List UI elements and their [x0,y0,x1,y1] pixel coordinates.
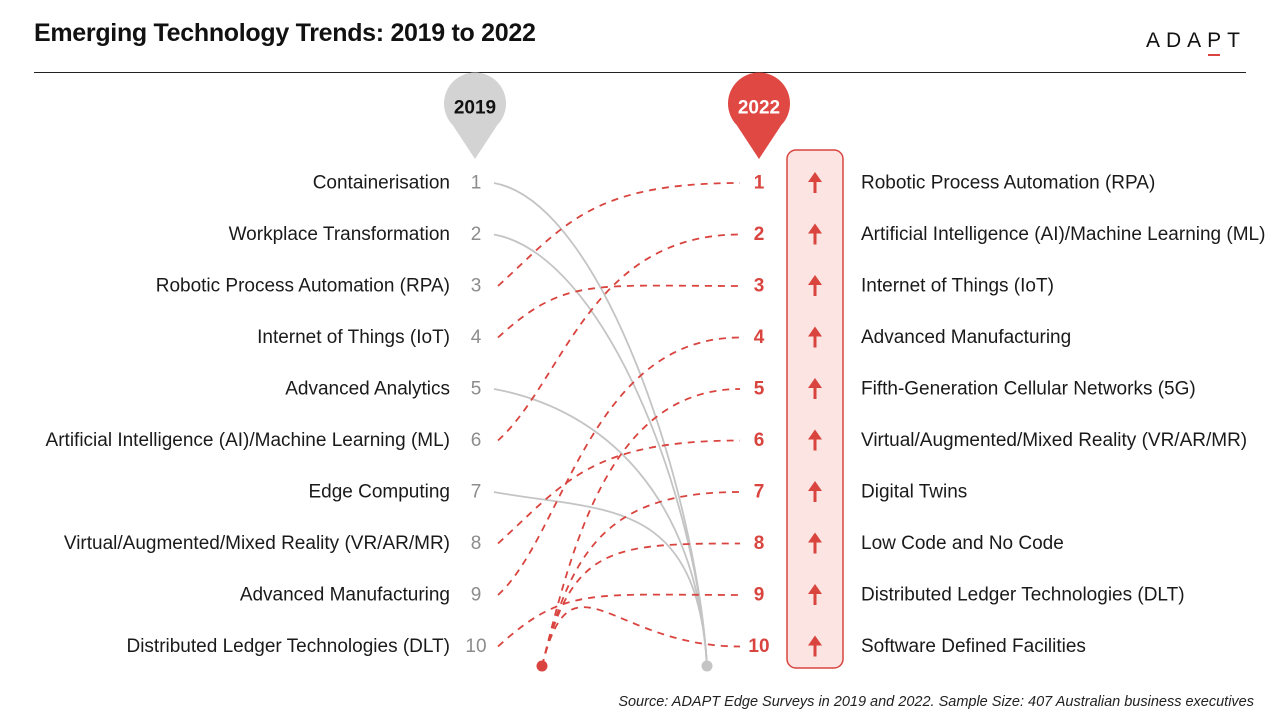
new-entry-origin-dot [536,660,548,672]
rank-2022-4: 4 [754,327,765,348]
rising-link-9-to-4 [497,336,741,596]
label-2019-rank-10: Distributed Ledger Technologies (DLT) [126,636,450,657]
rank-2022-8: 8 [754,533,765,554]
label-2019-rank-4: Internet of Things (IoT) [257,327,450,348]
logo-part-3: T [1227,29,1246,52]
label-2022-rank-2: Artificial Intelligence (AI)/Machine Lea… [861,224,1265,245]
dropped-origin-dot [701,660,713,672]
rank-2019-7: 7 [471,482,482,503]
label-2019-rank-1: Containerisation [313,173,450,194]
up-arrow-icon-rank-3 [808,275,822,296]
rank-2022-7: 7 [754,482,765,503]
label-2019-rank-5: Advanced Analytics [285,379,450,400]
rank-2019-4: 4 [471,327,482,348]
label-2019-rank-7: Edge Computing [308,482,450,503]
logo-part-accent: P [1207,29,1228,56]
label-2019-rank-3: Robotic Process Automation (RPA) [156,276,450,297]
dropped-curve-2019-rank-5 [493,388,708,667]
label-2019-rank-8: Virtual/Augmented/Mixed Reality (VR/AR/M… [64,533,450,554]
rising-link-8-to-6 [497,439,741,545]
label-2019-rank-9: Advanced Manufacturing [240,585,450,606]
label-2022-rank-8: Low Code and No Code [861,533,1064,554]
rank-2019-3: 3 [471,276,482,297]
label-2019-rank-6: Artificial Intelligence (AI)/Machine Lea… [46,430,450,451]
chart-title: Emerging Technology Trends: 2019 to 2022 [34,19,536,47]
rank-2022-1: 1 [754,173,765,194]
rank-2019-1: 1 [471,173,482,194]
rising-link-10-to-9 [497,593,741,648]
up-arrow-icon-rank-2 [808,223,822,245]
rising-link-4-to-3 [497,284,741,339]
rank-2022-6: 6 [754,430,765,451]
header-divider [34,72,1246,73]
new-entry-link-rank-8 [541,542,741,667]
label-2022-rank-4: Advanced Manufacturing [861,327,1071,348]
dropped-curve-2019-rank-7 [493,491,708,667]
logo-part-1: ADA [1145,29,1208,52]
label-2022-rank-9: Distributed Ledger Technologies (DLT) [861,585,1185,606]
rank-2019-9: 9 [471,585,482,606]
up-arrow-icon-rank-4 [808,326,822,348]
up-arrow-icon-rank-10 [808,635,822,657]
new-entry-link-rank-10 [541,606,741,667]
new-entry-link-rank-7 [541,491,741,667]
pin-2022-label: 2022 [738,98,780,119]
up-arrow-icon-rank-8 [808,532,822,554]
new-entry-link-rank-5 [541,388,741,667]
pin-2019-label: 2019 [454,98,496,119]
label-2022-rank-5: Fifth-Generation Cellular Networks (5G) [861,379,1196,400]
up-arrow-icon-rank-6 [808,429,822,451]
rank-2022-10: 10 [748,636,769,657]
rank-2022-5: 5 [754,379,765,400]
up-arrow-icon-rank-5 [808,378,822,399]
up-arrow-icon-rank-7 [808,481,822,502]
rank-2019-2: 2 [471,224,482,245]
rank-2022-3: 3 [754,276,765,297]
label-2022-rank-7: Digital Twins [861,482,967,503]
rank-2022-9: 9 [754,585,765,606]
rising-highlight-box [786,149,844,669]
rank-2019-6: 6 [471,430,482,451]
rank-2022-2: 2 [754,224,765,245]
label-2022-rank-6: Virtual/Augmented/Mixed Reality (VR/AR/M… [861,430,1247,451]
rank-2019-5: 5 [471,379,482,400]
rank-2019-10: 10 [465,636,486,657]
pin-2022 [728,72,790,159]
source-note: Source: ADAPT Edge Surveys in 2019 and 2… [618,694,1254,710]
up-arrow-icon-rank-9 [808,584,822,605]
up-arrow-icon-rank-1 [808,172,822,193]
label-2019-rank-2: Workplace Transformation [229,224,450,245]
adapt-logo: ADAPT [1145,29,1246,56]
dropped-curve-2019-rank-2 [493,233,708,667]
label-2022-rank-10: Software Defined Facilities [861,636,1086,657]
pin-2019 [444,72,507,159]
label-2022-rank-3: Internet of Things (IoT) [861,276,1054,297]
rising-link-3-to-1 [497,182,741,287]
rank-2019-8: 8 [471,533,482,554]
rising-link-6-to-2 [497,233,741,442]
label-2022-rank-1: Robotic Process Automation (RPA) [861,173,1155,194]
